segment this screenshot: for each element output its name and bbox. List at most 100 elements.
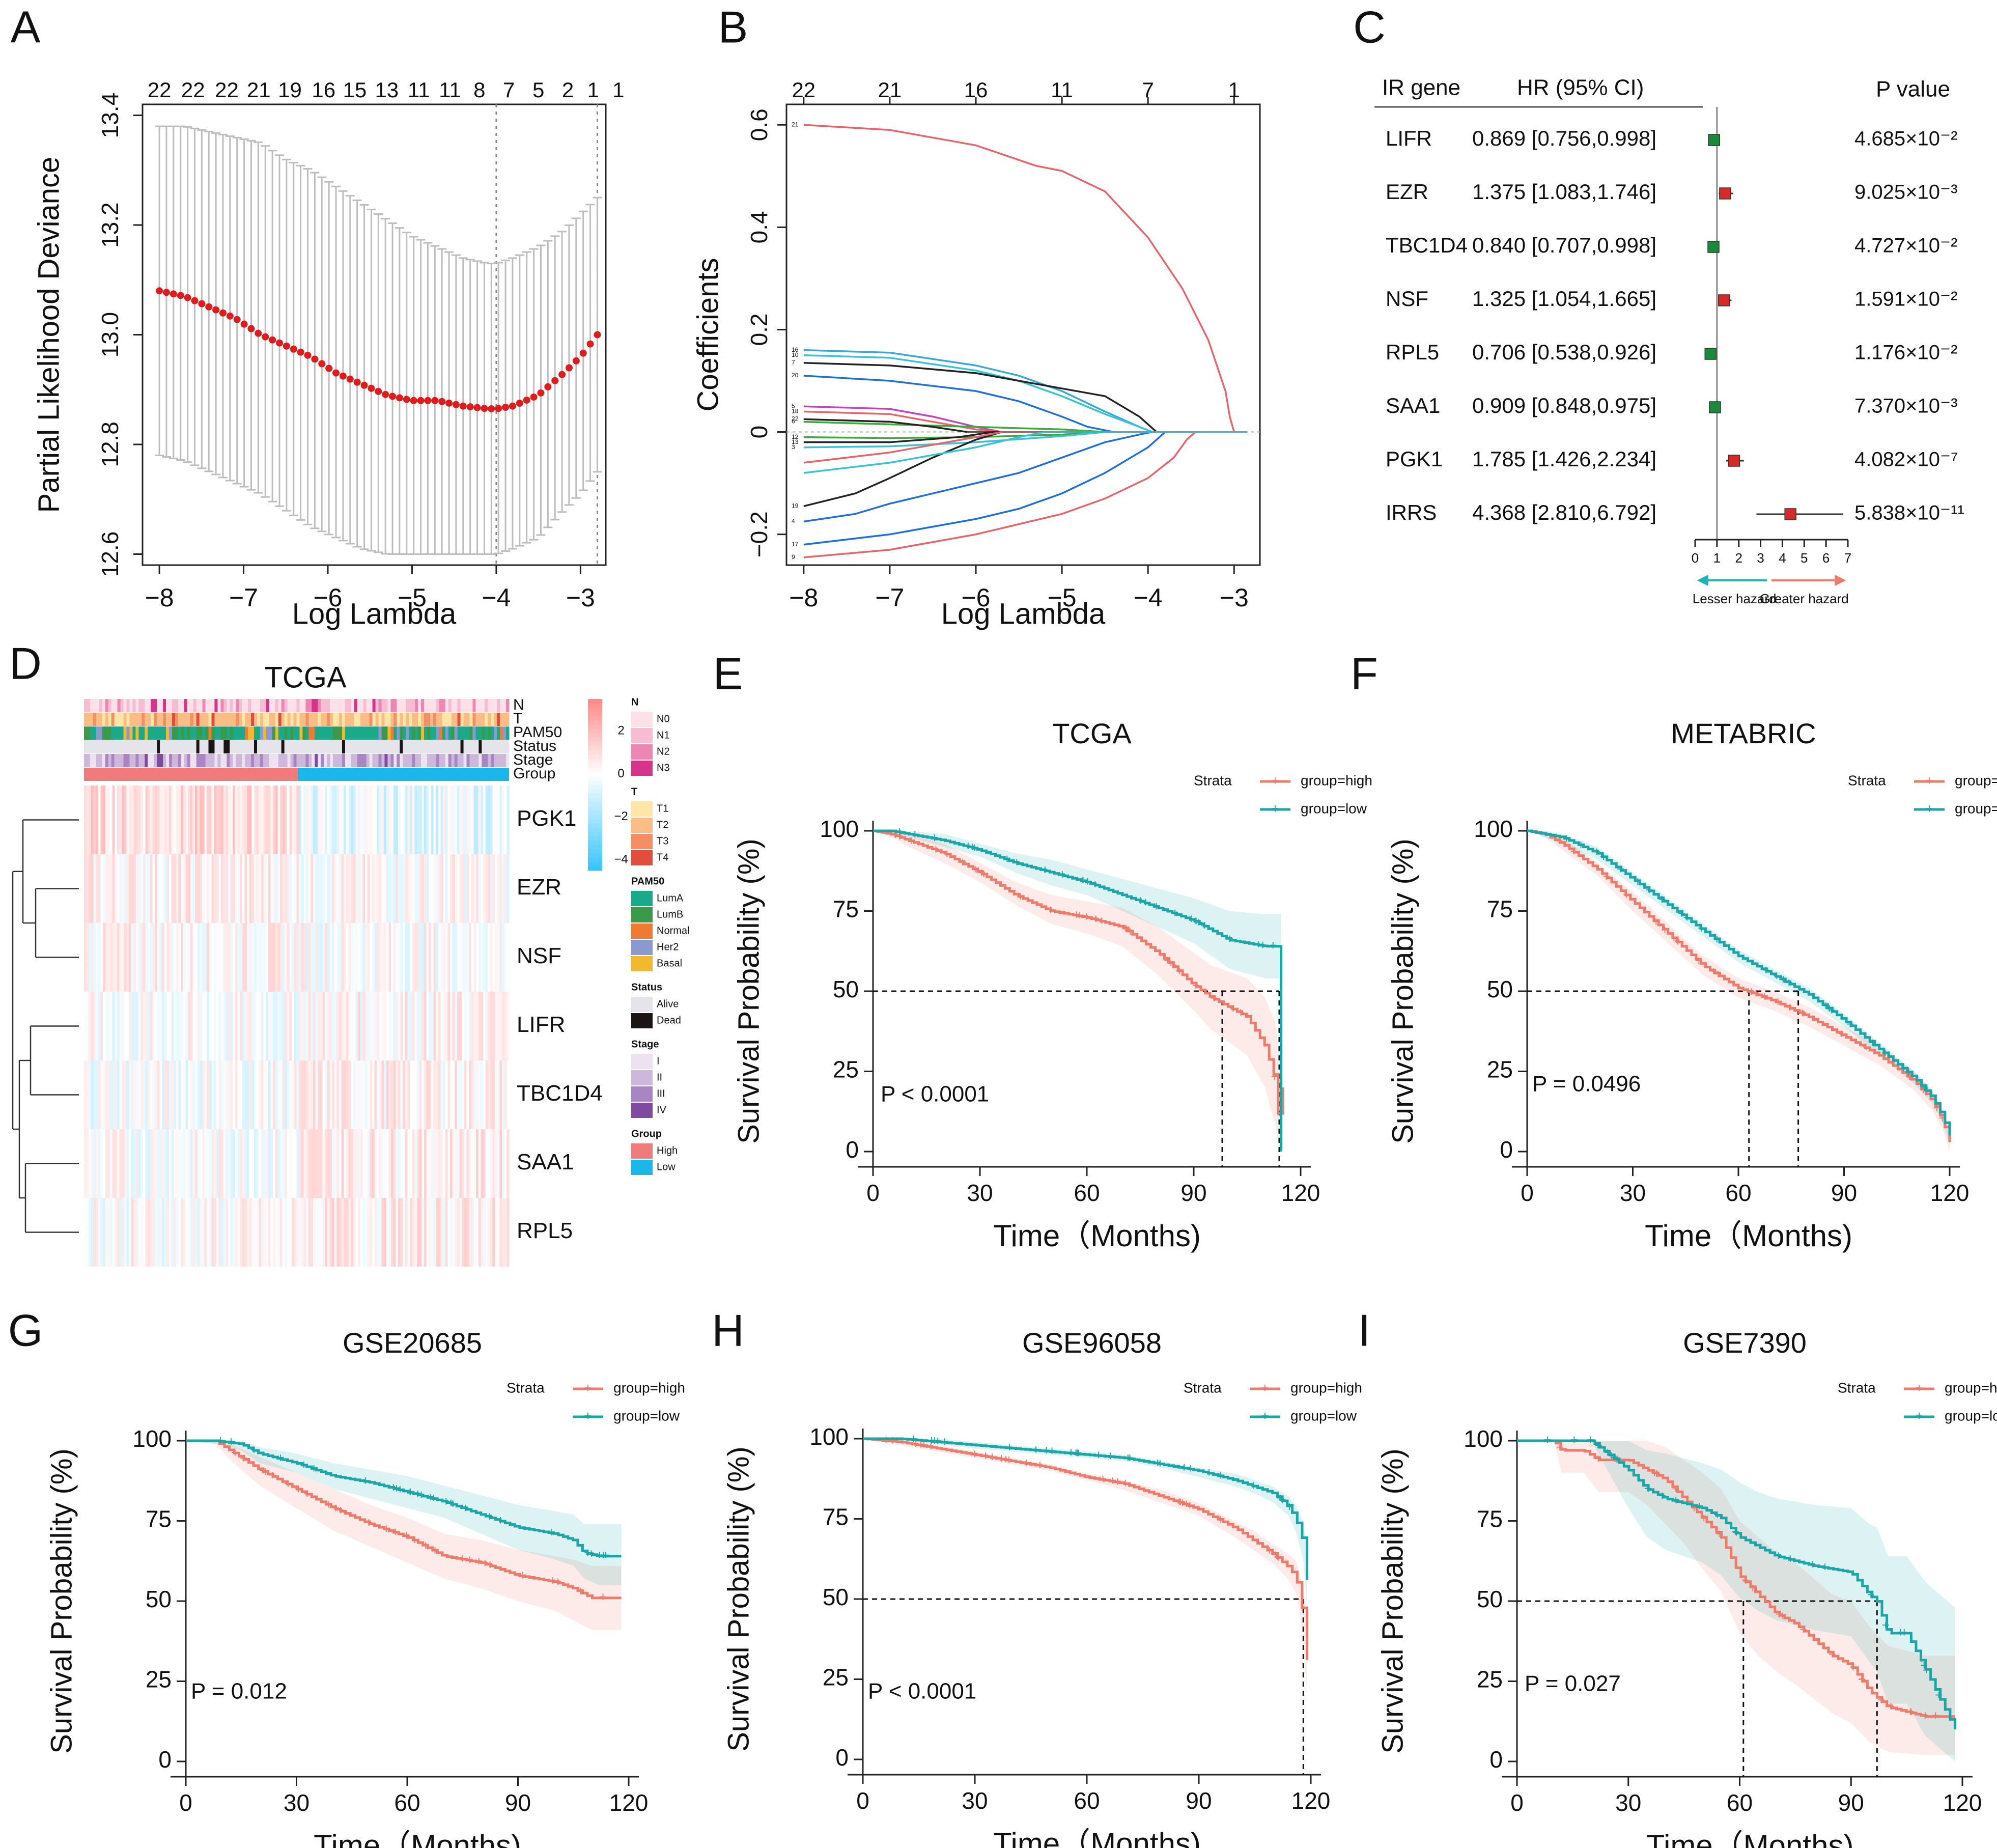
annotation-cell xyxy=(324,754,327,767)
heatmap-cell xyxy=(507,854,510,923)
annotation-cell xyxy=(287,754,291,767)
legend-marker: + xyxy=(1915,1408,1923,1423)
annotation-cell xyxy=(488,713,491,726)
heatmap-cell xyxy=(464,1198,467,1267)
censor-mark: + xyxy=(1658,1488,1666,1503)
censor-mark: + xyxy=(934,1433,942,1448)
censor-mark: + xyxy=(1932,1708,1939,1723)
heatmap-cell xyxy=(277,992,280,1060)
annotation-cell xyxy=(497,699,500,712)
heatmap-cell xyxy=(91,854,94,923)
annotation-cell xyxy=(227,726,230,740)
heatmap-cell xyxy=(327,1060,330,1129)
heatmap-cell xyxy=(424,786,427,854)
annotation-cell xyxy=(251,726,255,740)
annotation-cell xyxy=(236,726,239,740)
annotation-cell xyxy=(245,740,248,753)
annotation-cell xyxy=(227,740,230,753)
x-tick-label: 30 xyxy=(967,1180,993,1206)
heatmap-cell xyxy=(86,854,89,923)
annotation-cell xyxy=(333,726,336,740)
heatmap-cell xyxy=(251,786,255,854)
heatmap-cell xyxy=(440,1129,443,1198)
censor-mark: + xyxy=(1799,1621,1807,1637)
heatmap-cell xyxy=(412,923,415,992)
heatmap-cell xyxy=(303,1129,306,1198)
heatmap-cell xyxy=(384,992,387,1060)
panel-letter-h: H xyxy=(712,1305,744,1355)
heatmap-cell xyxy=(311,786,314,854)
annotation-label: PAM50 xyxy=(513,724,562,741)
annotation-cell xyxy=(275,726,279,740)
coef-line-label: 7 xyxy=(792,359,795,366)
annotation-cell xyxy=(278,699,282,712)
annotation-cell xyxy=(160,726,163,740)
x-axis-label: Time（Months) xyxy=(993,1827,1201,1848)
heatmap-cell xyxy=(285,786,288,854)
heatmap-cell xyxy=(438,1129,441,1198)
heatmap-cell xyxy=(247,854,250,923)
heatmap-cell xyxy=(351,1129,354,1198)
top-axis-label: 16 xyxy=(312,78,335,102)
heatmap-cell xyxy=(169,1060,172,1129)
annotation-cell xyxy=(393,713,397,726)
heatmap-cell xyxy=(277,786,280,854)
heatmap-cell xyxy=(388,923,391,992)
heatmap-cell xyxy=(230,1129,233,1198)
annotation-cell xyxy=(163,713,166,726)
heatmap-cell xyxy=(455,1060,458,1129)
heatmap-cell xyxy=(110,786,113,854)
heatmap-cell xyxy=(490,1198,493,1267)
annotation-cell xyxy=(120,713,124,726)
annotation-cell xyxy=(418,726,421,740)
heatmap-cell xyxy=(436,923,439,992)
heatmap-cell xyxy=(86,1129,89,1198)
annotation-cell xyxy=(418,699,421,712)
heatmap-cell xyxy=(86,992,89,1060)
legend-title: Strata xyxy=(1848,772,1886,788)
heatmap-cell xyxy=(259,854,262,923)
annotation-cell xyxy=(172,754,176,767)
heatmap-cell xyxy=(200,854,203,923)
heatmap-cell xyxy=(89,854,92,923)
censor-mark: + xyxy=(982,1448,990,1463)
heatmap-cell xyxy=(256,1129,259,1198)
annotation-cell xyxy=(397,699,400,712)
legend-label: IV xyxy=(657,1104,667,1115)
heatmap-cell xyxy=(164,1129,167,1198)
heatmap-cell xyxy=(485,854,488,923)
heatmap-cell xyxy=(318,1129,321,1198)
censor-mark: + xyxy=(1613,1452,1621,1467)
annotation-cell xyxy=(138,754,142,767)
heatmap-cell xyxy=(426,854,429,923)
heatmap-cell xyxy=(502,1129,505,1198)
legend-swatch xyxy=(631,761,653,776)
annotation-cell xyxy=(99,754,103,767)
heatmap-cell xyxy=(223,786,226,854)
annotation-cell xyxy=(354,726,358,740)
censor-mark: + xyxy=(295,1481,302,1496)
heatmap-cell xyxy=(100,923,103,992)
deviance-point xyxy=(544,383,552,390)
heatmap-gene-label: SAA1 xyxy=(517,1150,574,1174)
heatmap-cell xyxy=(178,854,181,923)
annotation-cell xyxy=(245,754,248,767)
legend-label: N2 xyxy=(657,746,670,757)
forest-gene-label: IRRS xyxy=(1386,500,1437,524)
heatmap-cell xyxy=(400,1129,403,1198)
censor-mark: + xyxy=(997,1450,1005,1466)
heatmap-cell xyxy=(353,923,356,992)
censor-mark: + xyxy=(1073,907,1080,922)
annotation-cell xyxy=(393,740,397,753)
censor-mark: + xyxy=(1696,1499,1703,1514)
deviance-point xyxy=(162,289,170,296)
colorbar-cell xyxy=(588,763,602,768)
heatmap-cell xyxy=(421,1129,425,1198)
annotation-cell xyxy=(230,754,233,767)
annotation-cell xyxy=(302,740,306,753)
annotation-cell xyxy=(263,754,267,767)
annotation-cell xyxy=(387,726,391,740)
censor-mark: + xyxy=(943,846,951,861)
heatmap-cell xyxy=(457,854,460,923)
heatmap-cell xyxy=(447,1129,451,1198)
